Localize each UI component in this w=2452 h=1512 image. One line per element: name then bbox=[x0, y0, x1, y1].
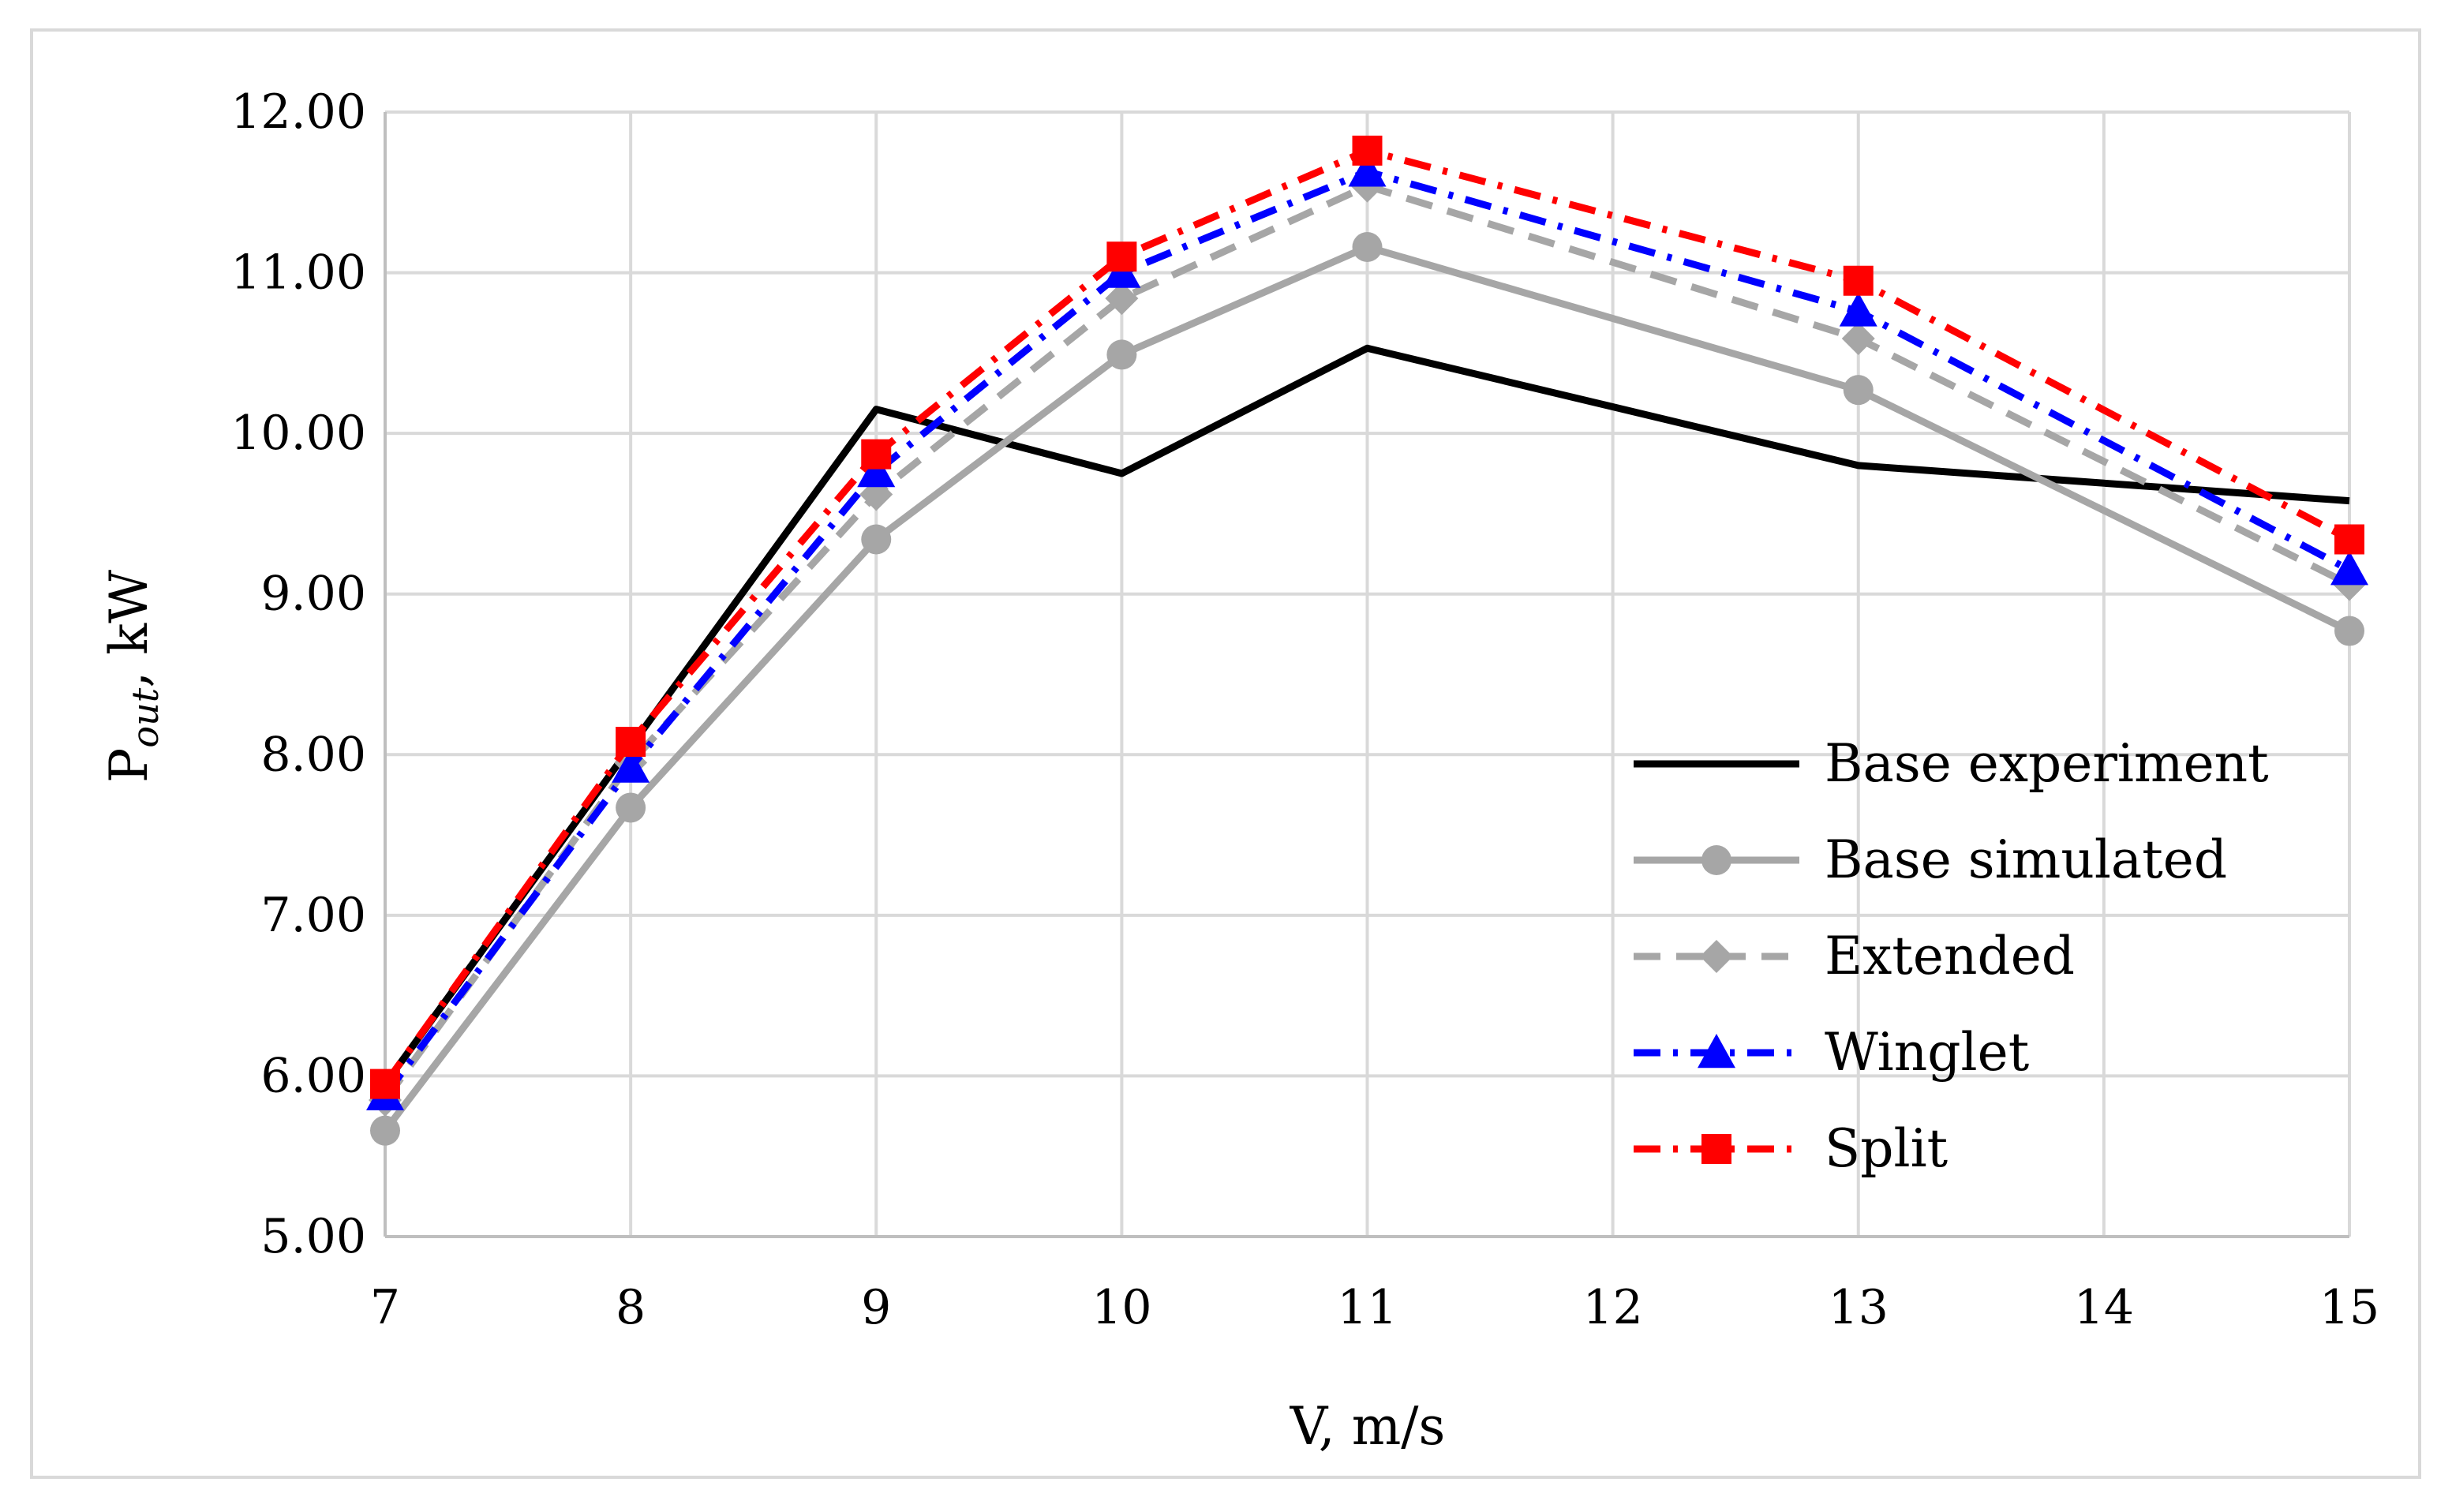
legend-item: Base experiment bbox=[1634, 733, 2269, 794]
legend-label: Base simulated bbox=[1825, 829, 2227, 890]
legend-label: Winglet bbox=[1825, 1022, 2029, 1083]
y-axis-title-sub: out bbox=[124, 687, 167, 747]
x-tick-label: 8 bbox=[616, 1280, 646, 1335]
legend-item: Base simulated bbox=[1634, 829, 2227, 890]
y-tick-label: 9.00 bbox=[260, 567, 366, 622]
y-axis-title: Pout, kW bbox=[99, 570, 167, 783]
data-point-circle bbox=[616, 792, 646, 823]
y-tick-label: 6.00 bbox=[260, 1048, 366, 1103]
data-point-square bbox=[370, 1069, 400, 1099]
x-tick-label: 14 bbox=[2074, 1280, 2134, 1335]
series-group bbox=[366, 135, 2368, 1146]
y-tick-label: 10.00 bbox=[230, 406, 366, 461]
data-point-square bbox=[616, 727, 646, 757]
x-tick-label: 10 bbox=[1091, 1280, 1151, 1335]
data-point-triangle bbox=[1348, 152, 1387, 187]
legend-label: Split bbox=[1825, 1118, 1948, 1179]
x-tick-label: 12 bbox=[1582, 1280, 1642, 1335]
data-point-triangle bbox=[1698, 1034, 1735, 1069]
data-point-square bbox=[1106, 241, 1137, 272]
y-axis-ticks: 5.00 6.00 7.00 8.00 9.00 10.00 11.00 12.00 bbox=[230, 84, 366, 1264]
data-point-triangle bbox=[1839, 292, 1877, 327]
legend-item: Split bbox=[1634, 1118, 1948, 1179]
data-point-diamond bbox=[1105, 282, 1139, 316]
y-tick-label: 5.00 bbox=[260, 1209, 366, 1264]
gridlines bbox=[384, 110, 2351, 1238]
y-tick-label: 11.00 bbox=[230, 245, 366, 301]
data-point-circle bbox=[1701, 845, 1731, 875]
data-point-circle bbox=[1843, 375, 1874, 406]
legend-item: Extended bbox=[1634, 926, 2075, 986]
x-tick-label: 7 bbox=[370, 1280, 400, 1335]
x-tick-label: 9 bbox=[861, 1280, 891, 1335]
x-tick-label: 11 bbox=[1337, 1280, 1397, 1335]
data-point-circle bbox=[1352, 232, 1383, 262]
data-point-triangle bbox=[612, 748, 650, 783]
y-tick-label: 12.00 bbox=[230, 84, 366, 140]
legend: Base experiment Base simulated Extended Win… bbox=[1634, 733, 2269, 1179]
data-point-square bbox=[2334, 524, 2364, 555]
y-tick-label: 8.00 bbox=[260, 727, 366, 782]
y-tick-label: 7.00 bbox=[260, 888, 366, 943]
legend-label: Extended bbox=[1825, 926, 2075, 986]
x-tick-label: 13 bbox=[1829, 1280, 1889, 1335]
data-point-circle bbox=[861, 524, 892, 555]
data-point-triangle bbox=[2330, 551, 2368, 586]
data-point-square bbox=[1843, 265, 1874, 296]
x-tick-label: 15 bbox=[2319, 1280, 2379, 1335]
legend-label: Base experiment bbox=[1825, 733, 2269, 794]
data-point-diamond bbox=[1841, 322, 1875, 356]
data-point-circle bbox=[370, 1115, 400, 1146]
series-split bbox=[370, 135, 2364, 1099]
data-point-diamond bbox=[1700, 940, 1733, 973]
y-axis-title-rest: , kW bbox=[99, 570, 159, 688]
series-base-simulated bbox=[370, 232, 2364, 1146]
x-axis-ticks: 7 8 9 10 11 12 13 14 15 bbox=[370, 1280, 2379, 1335]
x-axis-title: V, m/s bbox=[1290, 1396, 1446, 1457]
data-point-square bbox=[861, 439, 892, 470]
data-point-circle bbox=[2334, 616, 2364, 646]
series-winglet bbox=[366, 152, 2368, 1111]
data-point-square bbox=[1352, 135, 1383, 166]
legend-item: Winglet bbox=[1634, 1022, 2029, 1083]
data-point-triangle bbox=[857, 453, 896, 488]
data-point-circle bbox=[1106, 339, 1137, 370]
data-point-square bbox=[1701, 1134, 1731, 1164]
y-axis-title-main: P bbox=[99, 748, 159, 783]
